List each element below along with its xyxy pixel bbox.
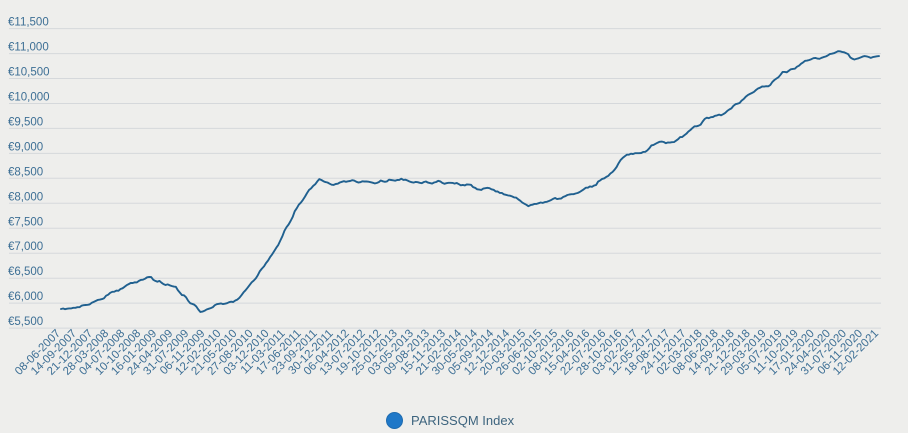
svg-text:PARISSQM Index: PARISSQM Index	[411, 413, 515, 428]
svg-text:€11,000: €11,000	[8, 42, 49, 54]
svg-text:€11,500: €11,500	[8, 17, 49, 29]
svg-text:€6,000: €6,000	[8, 291, 43, 303]
svg-text:€5,500: €5,500	[8, 316, 43, 328]
svg-text:€7,500: €7,500	[8, 216, 43, 228]
svg-text:€10,500: €10,500	[8, 67, 50, 79]
svg-text:€6,500: €6,500	[8, 266, 43, 278]
svg-text:€8,000: €8,000	[8, 191, 43, 203]
svg-text:€9,000: €9,000	[8, 141, 43, 153]
svg-text:€10,000: €10,000	[8, 92, 50, 104]
svg-text:€9,500: €9,500	[8, 116, 43, 128]
svg-text:€8,500: €8,500	[8, 166, 43, 178]
svg-text:€7,000: €7,000	[8, 241, 43, 253]
